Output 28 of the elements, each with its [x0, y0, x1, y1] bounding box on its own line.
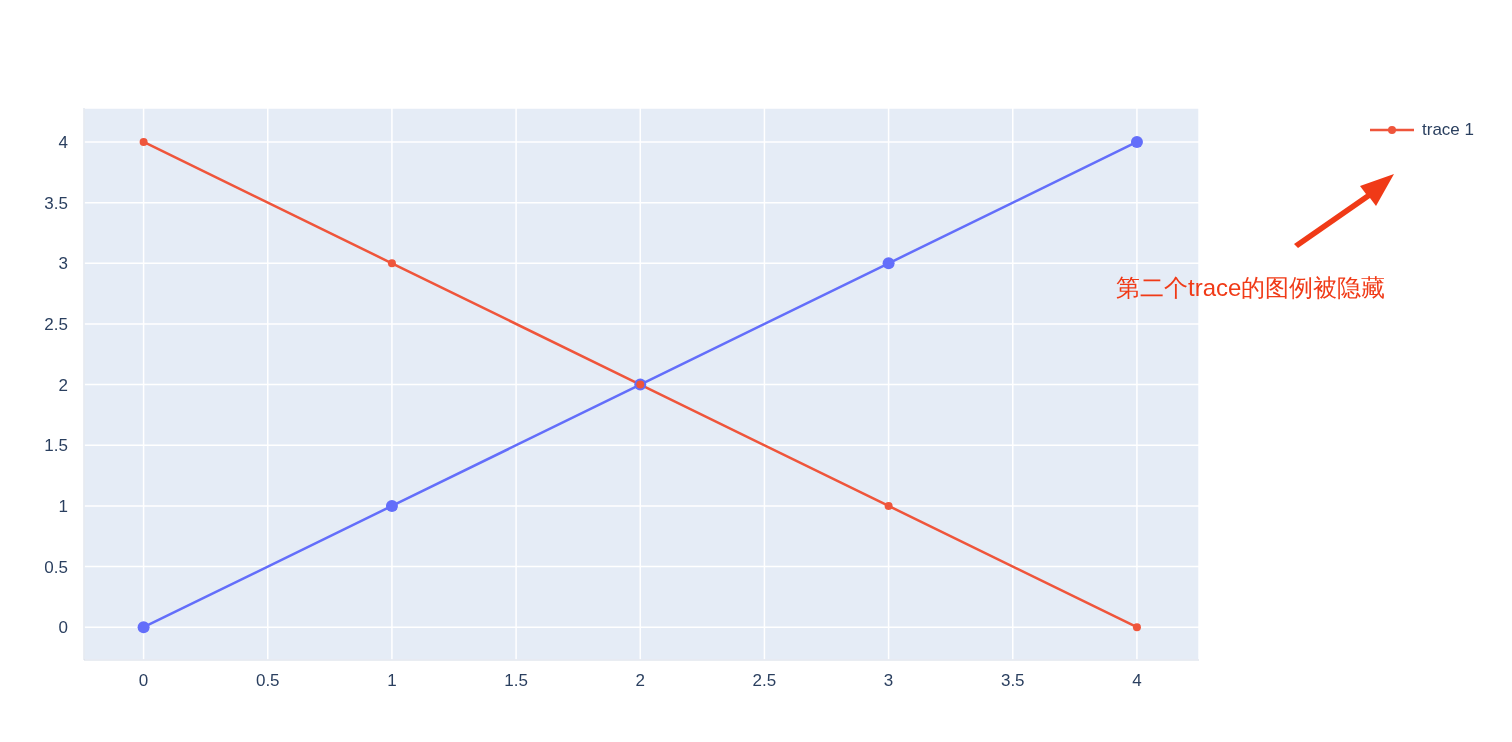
- x-tick-label: 1: [387, 671, 397, 691]
- point: [884, 501, 893, 510]
- point: [385, 499, 398, 512]
- point: [137, 621, 150, 634]
- legend-label: trace 1: [1422, 120, 1474, 140]
- x-tick-label: 0.5: [255, 671, 280, 691]
- y-tick-label: 4: [58, 133, 68, 152]
- x-tick-label: 2: [635, 671, 645, 691]
- x-tick-label: 0: [138, 671, 149, 691]
- x-tick-label: 3: [883, 671, 894, 691]
- x-tick-label: 3.5: [1000, 671, 1025, 691]
- y-tick-label: 2: [58, 375, 68, 395]
- x-tick-label: 1.5: [504, 671, 528, 691]
- y-tick-label: 1.5: [44, 436, 68, 456]
- point: [882, 257, 895, 270]
- point: [1132, 623, 1141, 632]
- x-tick-label: 2.5: [752, 671, 777, 691]
- x-tick-label: 4: [1132, 671, 1142, 691]
- y-tick-label: 0.5: [44, 557, 68, 577]
- y-tick-label: 2.5: [44, 314, 68, 334]
- annotation: 第二个trace的图例被隐藏: [1116, 273, 1386, 303]
- point: [139, 137, 148, 146]
- point: [387, 259, 396, 268]
- y-tick-label: 1: [58, 496, 68, 516]
- y-tick-label: 3: [58, 254, 68, 274]
- y-tick-label: 3.5: [44, 193, 68, 213]
- point: [1130, 135, 1143, 148]
- y-tick-label: 0: [58, 618, 68, 638]
